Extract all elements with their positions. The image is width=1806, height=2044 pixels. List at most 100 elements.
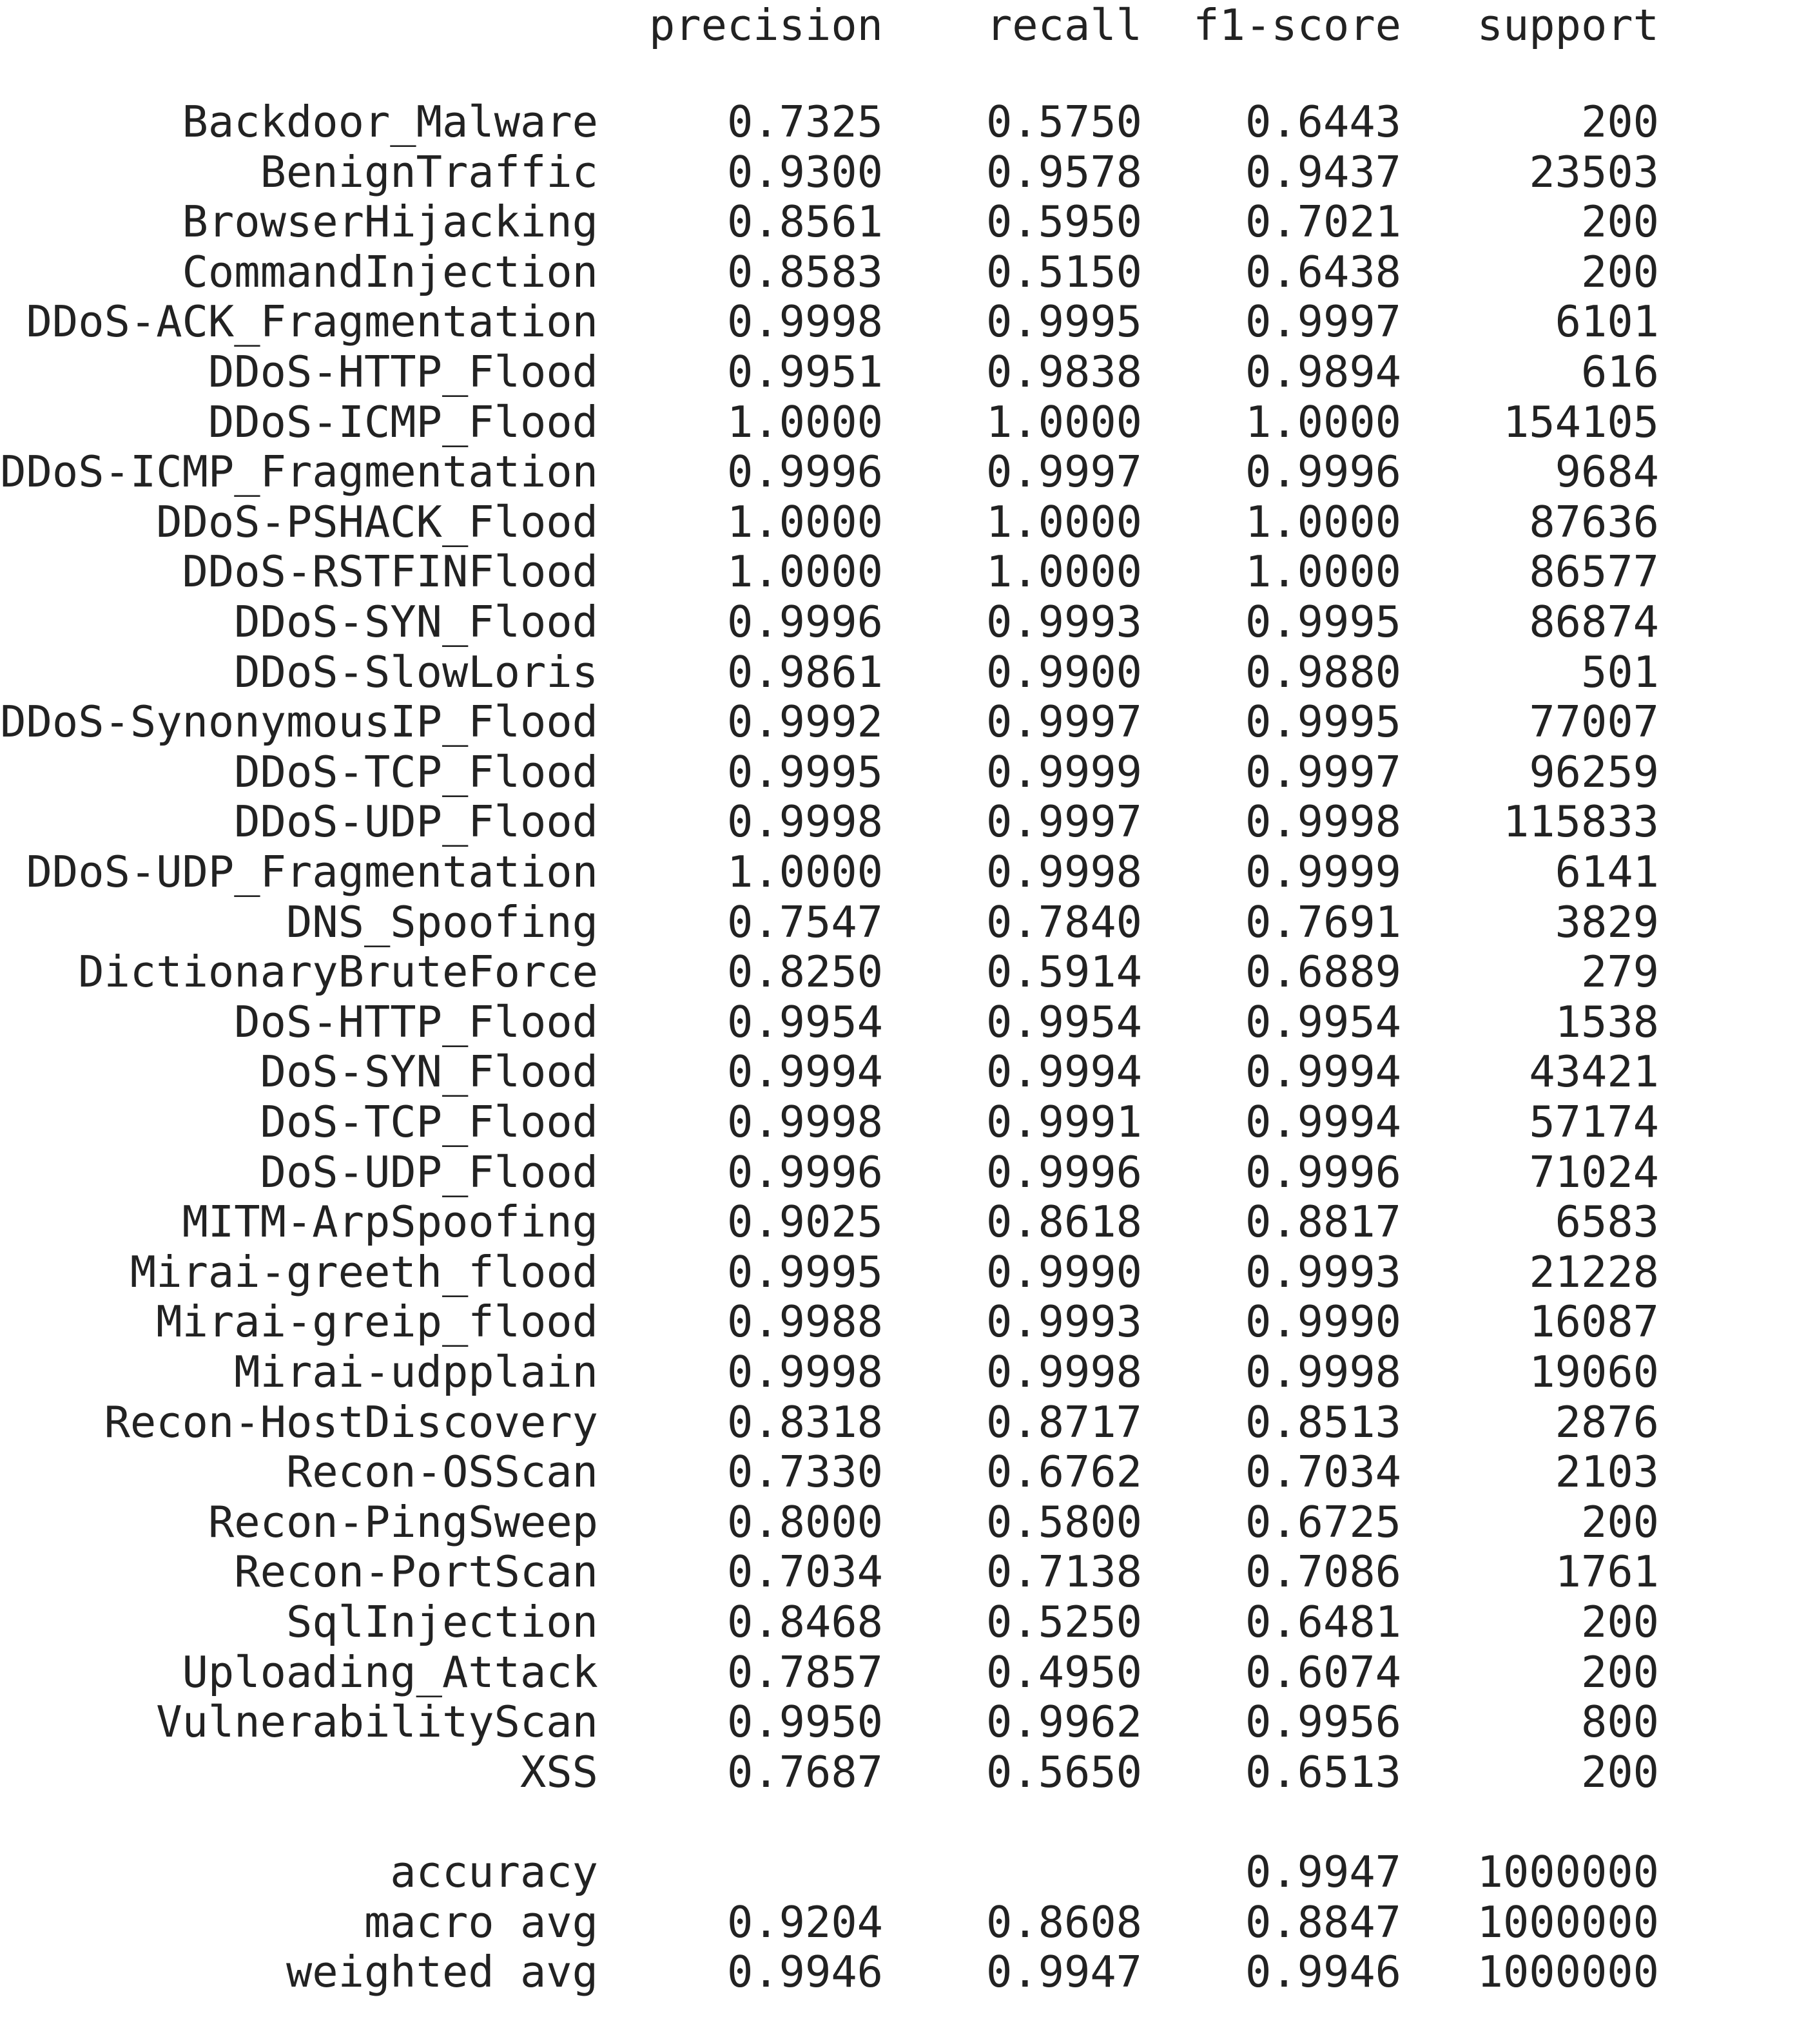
support-value: 9684 bbox=[1555, 447, 1659, 497]
class-label: DoS-HTTP_Flood bbox=[234, 996, 598, 1047]
precision-value: 0.7687 bbox=[726, 1746, 883, 1797]
table-row: DDoS-SynonymousIP_Flood 0.9992 0.9997 0.999… bbox=[0, 697, 1806, 747]
f1-score-value: 0.9954 bbox=[1245, 996, 1401, 1047]
f1-score-value: 0.9994 bbox=[1245, 1046, 1401, 1097]
precision-value: 0.9204 bbox=[726, 1896, 883, 1947]
recall-value: 0.5950 bbox=[986, 197, 1142, 247]
support-value: 501 bbox=[1580, 646, 1659, 697]
table-row: DDoS-ICMP_Flood 1.0000 1.0000 1.0000 154105 bbox=[0, 397, 1806, 447]
recall-value: 0.9991 bbox=[986, 1097, 1142, 1147]
precision-value: 0.9998 bbox=[726, 1347, 883, 1397]
support-value: 279 bbox=[1580, 947, 1659, 998]
support-value: 1000000 bbox=[1477, 1896, 1659, 1947]
f1-score-value: 0.9996 bbox=[1245, 1146, 1401, 1197]
precision-value: 0.8250 bbox=[726, 947, 883, 998]
class-label: XSS bbox=[519, 1746, 598, 1797]
table-row: Recon-PingSweep 0.8000 0.5800 0.6725 200 bbox=[0, 1497, 1806, 1547]
precision-value: 0.9861 bbox=[726, 646, 883, 697]
support-value: 200 bbox=[1580, 246, 1659, 297]
recall-value: 0.5250 bbox=[986, 1597, 1142, 1647]
recall-value: 0.9578 bbox=[986, 146, 1142, 197]
table-row: DoS-SYN_Flood 0.9994 0.9994 0.9994 43421 bbox=[0, 1046, 1806, 1097]
class-label: Recon-PingSweep bbox=[208, 1496, 598, 1547]
precision-value: 0.7325 bbox=[726, 97, 883, 147]
precision-value bbox=[645, 1847, 883, 1897]
f1-score-value: 0.9997 bbox=[1245, 746, 1401, 797]
recall-value: 0.9990 bbox=[986, 1246, 1142, 1297]
precision-value: 0.7330 bbox=[726, 1447, 883, 1498]
precision-value: 0.7034 bbox=[726, 1547, 883, 1597]
support-value: 23503 bbox=[1529, 146, 1659, 197]
class-label: macro avg bbox=[364, 1896, 598, 1947]
recall-value: 1.0000 bbox=[986, 396, 1142, 447]
class-label: MITM-ArpSpoofing bbox=[182, 1197, 598, 1248]
precision-value: 0.8561 bbox=[726, 197, 883, 247]
support-value: 1000000 bbox=[1477, 1947, 1659, 1998]
table-row: DDoS-HTTP_Flood 0.9951 0.9838 0.9894 616 bbox=[0, 347, 1806, 397]
class-label: CommandInjection bbox=[182, 246, 598, 297]
support-value: 200 bbox=[1580, 1496, 1659, 1547]
f1-score-value: 0.9995 bbox=[1245, 697, 1401, 747]
support-value: 57174 bbox=[1529, 1097, 1659, 1147]
precision-value: 0.9951 bbox=[726, 347, 883, 397]
recall-value: 0.9994 bbox=[986, 1046, 1142, 1097]
support-value: 77007 bbox=[1529, 697, 1659, 747]
f1-score-value: 0.9996 bbox=[1245, 447, 1401, 497]
support-value: 2876 bbox=[1555, 1396, 1659, 1447]
summary-row: accuracy 0.9947 1000000 bbox=[0, 1847, 1806, 1897]
f1-score-value: 0.9880 bbox=[1245, 646, 1401, 697]
recall-value: 0.8608 bbox=[986, 1896, 1142, 1947]
support-value: 16087 bbox=[1529, 1297, 1659, 1347]
table-row: Backdoor_Malware 0.7325 0.5750 0.6443 200 bbox=[0, 97, 1806, 147]
f1-score-value: 0.9998 bbox=[1245, 796, 1401, 847]
precision-value: 0.7857 bbox=[726, 1646, 883, 1697]
table-row: DDoS-TCP_Flood 0.9995 0.9999 0.9997 96259 bbox=[0, 747, 1806, 797]
precision-value: 0.9995 bbox=[726, 746, 883, 797]
precision-value: 1.0000 bbox=[726, 396, 883, 447]
table-row: DDoS-UDP_Flood 0.9998 0.9997 0.9998 115833 bbox=[0, 796, 1806, 847]
precision-value: 0.9994 bbox=[726, 1046, 883, 1097]
recall-value: 0.9998 bbox=[986, 847, 1142, 897]
table-row: DictionaryBruteForce 0.8250 0.5914 0.6889 27… bbox=[0, 947, 1806, 997]
f1-score-value: 0.6443 bbox=[1245, 97, 1401, 147]
support-value: 154105 bbox=[1502, 396, 1659, 447]
class-label: DDoS-ICMP_Fragmentation bbox=[0, 447, 598, 497]
support-value: 6101 bbox=[1555, 296, 1659, 347]
recall-value: 0.9997 bbox=[986, 796, 1142, 847]
precision-value: 0.8000 bbox=[726, 1496, 883, 1547]
support-value: 71024 bbox=[1529, 1146, 1659, 1197]
table-row: Mirai-greip_flood 0.9988 0.9993 0.9990 16087 bbox=[0, 1297, 1806, 1347]
class-label: DNS_Spoofing bbox=[286, 896, 598, 947]
recall-value: 0.9900 bbox=[986, 646, 1142, 697]
f1-score-value: 0.7691 bbox=[1245, 896, 1401, 947]
f1-score-value: 0.9946 bbox=[1245, 1947, 1401, 1998]
recall-value: 0.9997 bbox=[986, 447, 1142, 497]
support-value: 6583 bbox=[1555, 1197, 1659, 1248]
recall-value: 0.7840 bbox=[986, 896, 1142, 947]
class-label: DDoS-UDP_Flood bbox=[234, 796, 598, 847]
class-label: DDoS-ICMP_Flood bbox=[208, 396, 598, 447]
class-label: Mirai-greeth_flood bbox=[130, 1246, 598, 1297]
table-row: DDoS-RSTFINFlood 1.0000 1.0000 1.0000 86577 bbox=[0, 546, 1806, 597]
precision-value: 0.9300 bbox=[726, 146, 883, 197]
support-value: 200 bbox=[1580, 1597, 1659, 1647]
support-value: 616 bbox=[1580, 347, 1659, 397]
recall-value: 0.9999 bbox=[986, 746, 1142, 797]
precision-value: 0.9996 bbox=[726, 597, 883, 647]
support-value: 115833 bbox=[1502, 796, 1659, 847]
class-label: DictionaryBruteForce bbox=[78, 947, 598, 998]
table-row: BrowserHijacking 0.8561 0.5950 0.7021 200 bbox=[0, 197, 1806, 247]
recall-value: 0.5800 bbox=[986, 1496, 1142, 1547]
table-row: Mirai-greeth_flood 0.9995 0.9990 0.9993 2122… bbox=[0, 1247, 1806, 1297]
class-label: BenignTraffic bbox=[260, 146, 598, 197]
table-row: Uploading_Attack 0.7857 0.4950 0.6074 200 bbox=[0, 1647, 1806, 1697]
class-label: Recon-OSScan bbox=[286, 1447, 598, 1498]
support-value: 86577 bbox=[1529, 546, 1659, 597]
recall-value: 0.9995 bbox=[986, 296, 1142, 347]
class-label: DDoS-TCP_Flood bbox=[234, 746, 598, 797]
recall-value: 0.4950 bbox=[986, 1646, 1142, 1697]
support-value: 800 bbox=[1580, 1697, 1659, 1748]
precision-value: 0.9995 bbox=[726, 1246, 883, 1297]
table-row: VulnerabilityScan 0.9950 0.9962 0.9956 800 bbox=[0, 1697, 1806, 1747]
table-row: DDoS-UDP_Fragmentation 1.0000 0.9998 0.9999… bbox=[0, 847, 1806, 897]
